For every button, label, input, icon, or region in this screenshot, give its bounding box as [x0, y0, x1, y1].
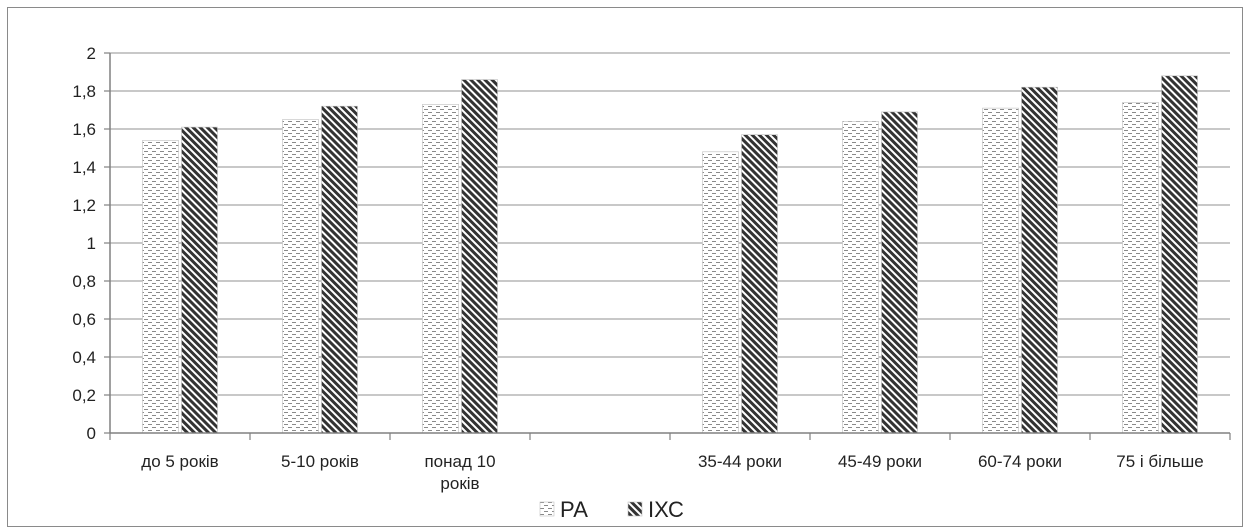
y-tick-label: 0,8: [72, 272, 96, 291]
legend-label-ra: РА: [560, 497, 588, 522]
y-tick-label: 1,8: [72, 82, 96, 101]
y-tick-label: 1,4: [72, 158, 96, 177]
y-tick-label: 1: [87, 234, 96, 253]
bar-ra: [142, 140, 179, 434]
y-tick-label: 0: [87, 424, 96, 443]
y-tick-label: 1,2: [72, 196, 96, 215]
x-category-label: 45-49 роки: [838, 452, 922, 471]
bar-ihd: [1021, 86, 1058, 434]
bar-ra: [282, 119, 319, 434]
x-category-label: 60-74 роки: [978, 452, 1062, 471]
y-tick-label: 0,4: [72, 348, 96, 367]
bar-ra: [422, 104, 459, 434]
bar-ra: [842, 121, 879, 434]
x-category-label: 5-10 років: [281, 452, 359, 471]
bar-ihd: [1161, 75, 1198, 434]
y-tick-label: 0,2: [72, 386, 96, 405]
bar-ihd: [741, 134, 778, 434]
x-category-label: до 5 років: [141, 452, 218, 471]
bar-ra: [1122, 102, 1159, 434]
bar-ra: [702, 151, 739, 434]
x-category-label: років: [440, 474, 479, 493]
bar-ihd: [461, 79, 498, 434]
y-tick-label: 1,6: [72, 120, 96, 139]
y-tick-label: 0,6: [72, 310, 96, 329]
bar-ihd: [321, 105, 358, 434]
legend-swatch-ra: [539, 501, 555, 517]
x-category-label: понад 10: [424, 452, 495, 471]
bar-ihd: [181, 126, 218, 434]
legend-swatch-ihd: [627, 501, 643, 517]
bar-ra: [982, 107, 1019, 434]
bar-ihd: [881, 111, 918, 434]
y-tick-label: 2: [87, 44, 96, 63]
x-category-label: 35-44 роки: [698, 452, 782, 471]
legend-label-ihd: ІХС: [648, 497, 684, 522]
x-category-label: 75 і більше: [1116, 452, 1204, 471]
